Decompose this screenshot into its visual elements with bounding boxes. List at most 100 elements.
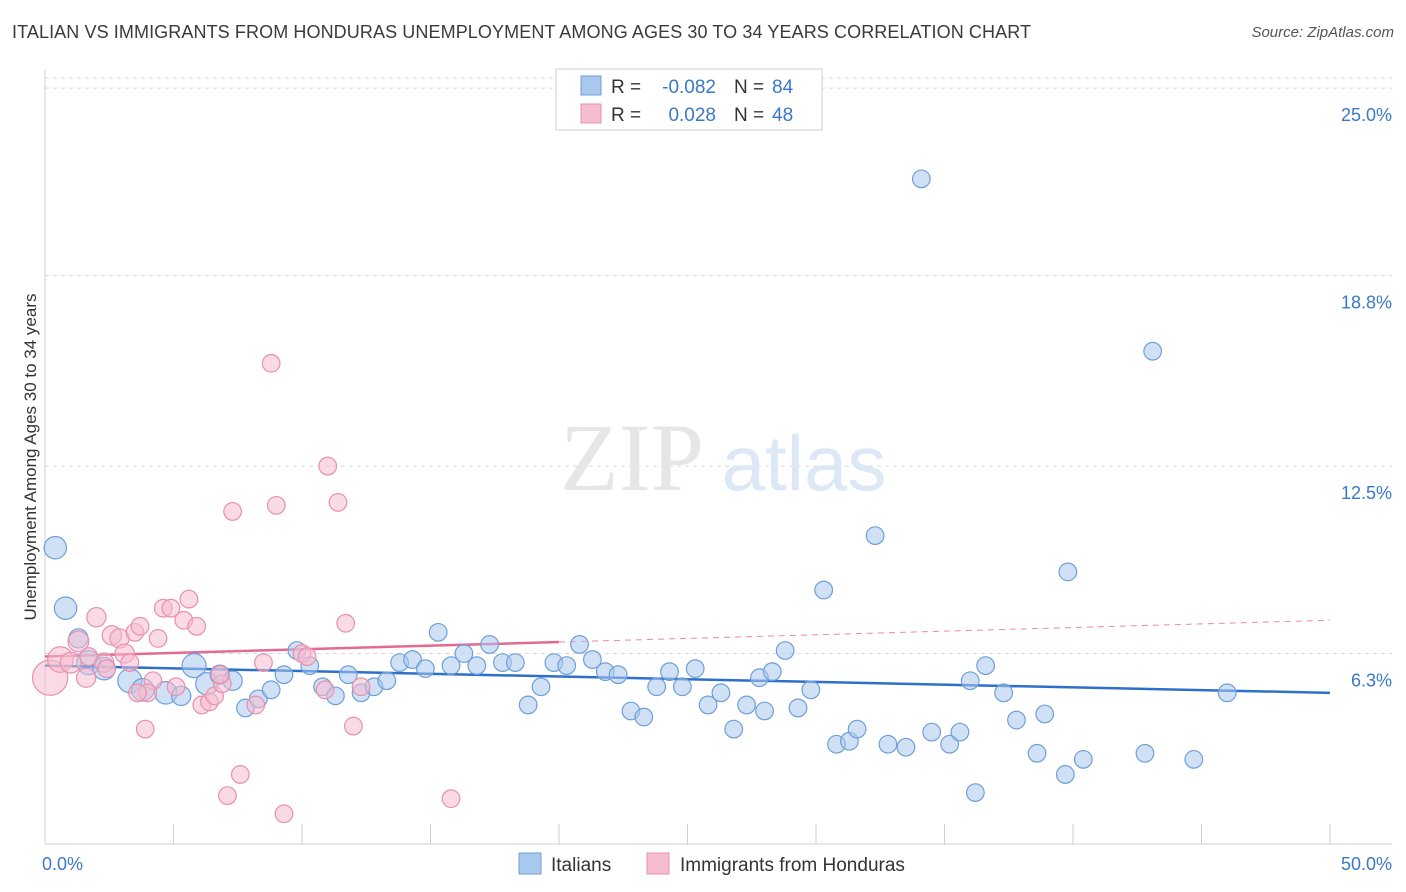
chart-area: ZIP atlas 6.3%12.5%18.8%25.0%0.0% 50.0% U… <box>0 0 1406 892</box>
honduras-point <box>219 787 237 805</box>
italians-point <box>776 642 794 660</box>
honduras-point <box>298 648 316 666</box>
honduras-point <box>87 608 106 627</box>
honduras-point <box>180 590 198 608</box>
y-tick-label: 25.0% <box>1341 105 1392 125</box>
honduras-point <box>167 678 185 696</box>
italians-point <box>712 684 730 702</box>
y-tick-label: 12.5% <box>1341 483 1392 503</box>
honduras-point <box>98 660 116 678</box>
italians-point <box>995 684 1013 702</box>
italians-point <box>507 654 525 672</box>
honduras-point <box>262 354 280 372</box>
y-tick-label: 6.3% <box>1351 671 1392 691</box>
italians-point <box>44 537 66 559</box>
italians-point <box>866 527 884 545</box>
honduras-point <box>268 497 286 515</box>
italians-point <box>1059 563 1077 581</box>
honduras-point <box>129 684 147 702</box>
honduras-point <box>77 668 96 687</box>
watermark-zip: ZIP <box>560 404 704 511</box>
italians-point <box>661 663 679 681</box>
honduras-point <box>329 494 347 512</box>
italians-point <box>738 696 756 714</box>
watermark-atlas: atlas <box>722 419 887 507</box>
italians-point <box>802 681 820 699</box>
axes <box>45 70 1392 844</box>
honduras-point <box>60 652 81 673</box>
italians-point <box>571 636 589 654</box>
honduras-point <box>121 654 139 672</box>
italians-point <box>1185 751 1203 769</box>
legend-n-label-italians: N = <box>734 77 764 98</box>
italians-point <box>1056 766 1074 784</box>
legend-n-value-honduras: 48 <box>772 105 793 126</box>
italians-point <box>519 696 537 714</box>
italians-point <box>54 597 76 619</box>
bottom-legend-label-honduras: Immigrants from Honduras <box>680 855 905 876</box>
grid-lines <box>45 78 1392 654</box>
honduras-point <box>131 618 149 636</box>
legend-r-value-honduras: 0.028 <box>668 105 716 126</box>
italians-point <box>275 666 293 684</box>
honduras-point <box>188 618 206 636</box>
italians-point <box>686 660 704 678</box>
legend-r-value-italians: -0.082 <box>662 77 716 98</box>
italians-point <box>1028 744 1046 762</box>
legend-n-value-italians: 84 <box>772 77 794 98</box>
honduras-point <box>211 666 229 684</box>
italians-point <box>1218 684 1236 702</box>
honduras-point <box>352 678 370 696</box>
italians-point <box>913 170 931 188</box>
italians-point <box>609 666 627 684</box>
italians-point <box>967 784 985 802</box>
legend-swatch-honduras <box>581 104 601 123</box>
honduras-point <box>136 720 154 738</box>
honduras-trend-line-dashed <box>559 620 1330 642</box>
italians-point <box>262 681 280 699</box>
legend-r-label-honduras: R = <box>611 105 641 126</box>
italians-point <box>417 660 435 678</box>
italians-point <box>674 678 692 696</box>
italians-point <box>879 735 897 753</box>
honduras-point <box>232 766 250 784</box>
italians-point <box>1136 744 1154 762</box>
italians-point <box>923 723 941 741</box>
italians-point <box>951 723 969 741</box>
italians-point <box>897 738 915 756</box>
honduras-point <box>345 717 363 735</box>
italians-point <box>1074 751 1092 769</box>
x-tick-label: 0.0% <box>42 854 83 874</box>
bottom-legend-swatch-honduras <box>647 853 669 874</box>
bottom-legend-swatch-italians <box>519 853 541 874</box>
honduras-point <box>442 790 460 808</box>
italians-point <box>764 663 782 681</box>
honduras-point <box>149 630 167 648</box>
italians-point <box>481 636 499 654</box>
honduras-point <box>319 457 337 475</box>
y-axis-title: Unemployment Among Ages 30 to 34 years <box>21 294 40 621</box>
legend-r-label-italians: R = <box>611 77 641 98</box>
italians-point <box>532 678 550 696</box>
italians-point <box>429 624 447 642</box>
italians-point <box>648 678 666 696</box>
honduras-point <box>316 681 334 699</box>
bottom-legend: Italians Immigrants from Honduras <box>519 853 905 876</box>
honduras-point <box>275 805 293 823</box>
italians-point <box>1144 342 1162 360</box>
legend-swatch-italians <box>581 76 601 95</box>
italians-point <box>756 702 774 720</box>
honduras-point <box>337 614 355 632</box>
italians-point <box>635 708 653 726</box>
honduras-point <box>224 503 242 521</box>
top-legend: R = -0.082 N = 84 R = 0.028 N = 48 <box>556 69 822 130</box>
italians-point <box>961 672 979 690</box>
honduras-point <box>255 654 273 672</box>
italians-point <box>1008 711 1026 729</box>
honduras-point <box>80 648 98 666</box>
italians-point <box>725 720 743 738</box>
italians-point <box>558 657 576 675</box>
italians-point <box>815 581 833 599</box>
bottom-legend-label-italians: Italians <box>551 855 611 876</box>
italians-point <box>468 657 486 675</box>
